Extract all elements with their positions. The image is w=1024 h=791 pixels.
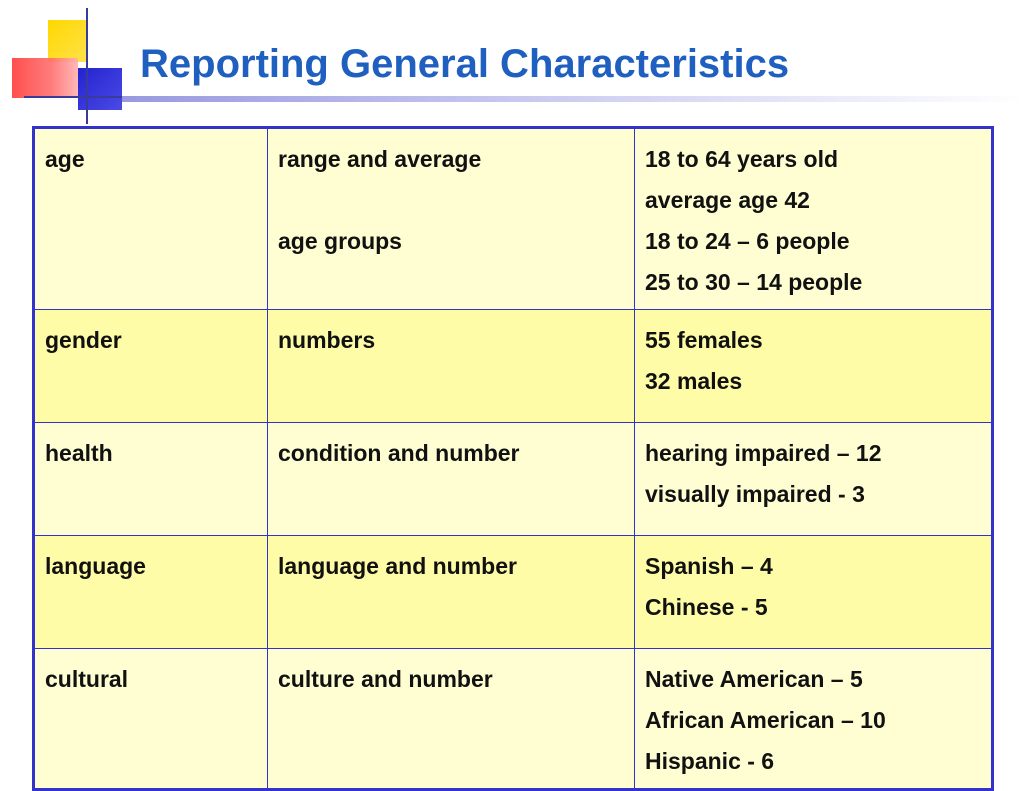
blank-line (278, 180, 624, 221)
characteristics-table-wrapper: age range and average age groups 18 to 6… (32, 126, 994, 791)
logo-vertical-line (86, 8, 88, 124)
result-line: Spanish – 4 (645, 553, 773, 579)
result-line: African American – 10 (645, 707, 886, 733)
method-cell: numbers (267, 309, 635, 423)
result-line: 32 males (645, 368, 743, 394)
result-line: visually impaired - 3 (645, 481, 865, 507)
slide-logo (0, 0, 140, 130)
method-cell: culture and number (267, 648, 635, 790)
result-line: Hispanic - 6 (645, 748, 775, 774)
method-line: culture and number (278, 666, 493, 692)
logo-yellow-square (48, 20, 88, 62)
result-line: 18 to 24 – 6 people (645, 228, 850, 254)
table-row-gender: gender numbers 55 females 32 males (33, 309, 993, 423)
slide-title: Reporting General Characteristics (140, 42, 790, 86)
result-line: 18 to 64 years old (645, 146, 839, 172)
table-row-health: health condition and number hearing impa… (33, 422, 993, 536)
method-line: numbers (278, 327, 376, 353)
result-line: 25 to 30 – 14 people (645, 269, 863, 295)
results-cell: 55 females 32 males (634, 309, 993, 423)
characteristic-label: age (45, 146, 85, 172)
result-line: 55 females (645, 327, 763, 353)
result-line: average age 42 (645, 187, 810, 213)
method-line: language and number (278, 553, 517, 579)
method-cell: condition and number (267, 422, 635, 536)
logo-blue-square (78, 68, 122, 110)
results-cell: 18 to 64 years old average age 42 18 to … (634, 127, 993, 310)
characteristic-label: language (45, 553, 146, 579)
characteristic-label: gender (45, 327, 122, 353)
logo-horizontal-line (24, 96, 140, 98)
characteristic-label: health (45, 440, 113, 466)
logo-red-square (12, 58, 78, 98)
method-cell: language and number (267, 535, 635, 649)
characteristic-cell: age (33, 127, 268, 310)
method-line: condition and number (278, 440, 520, 466)
title-underline (122, 96, 1022, 102)
characteristic-cell: cultural (33, 648, 268, 790)
result-line: hearing impaired – 12 (645, 440, 882, 466)
result-line: Native American – 5 (645, 666, 863, 692)
characteristic-cell: gender (33, 309, 268, 423)
table-row-age: age range and average age groups 18 to 6… (33, 127, 993, 310)
table-row-language: language language and number Spanish – 4… (33, 535, 993, 649)
table-row-cultural: cultural culture and number Native Ameri… (33, 648, 993, 790)
characteristics-table: age range and average age groups 18 to 6… (32, 126, 994, 791)
characteristic-cell: language (33, 535, 268, 649)
method-cell: range and average age groups (267, 127, 635, 310)
characteristic-cell: health (33, 422, 268, 536)
results-cell: Native American – 5 African American – 1… (634, 648, 993, 790)
result-line: Chinese - 5 (645, 594, 768, 620)
method-line: range and average (278, 146, 482, 172)
characteristic-label: cultural (45, 666, 129, 692)
method-line: age groups (278, 228, 402, 254)
results-cell: Spanish – 4 Chinese - 5 (634, 535, 993, 649)
results-cell: hearing impaired – 12 visually impaired … (634, 422, 993, 536)
